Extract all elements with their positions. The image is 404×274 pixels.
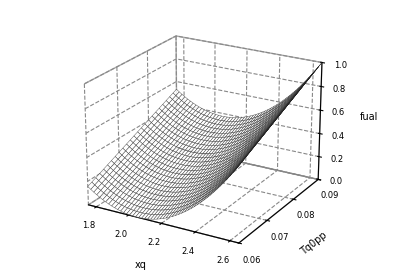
Y-axis label: Tq0pp: Tq0pp	[299, 230, 329, 257]
X-axis label: xq: xq	[135, 260, 147, 270]
